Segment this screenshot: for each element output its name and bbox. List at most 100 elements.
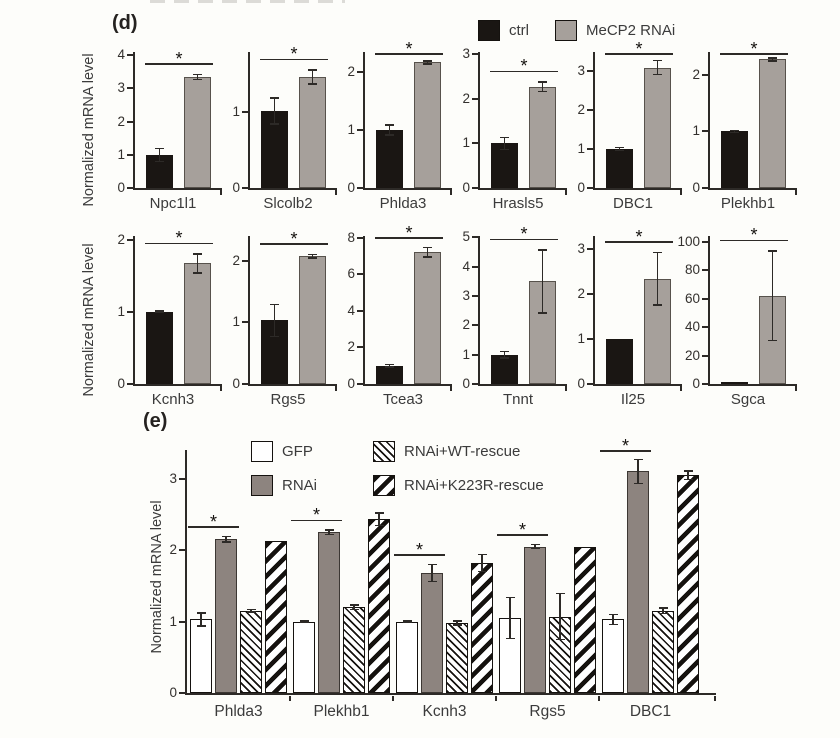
y-tick-label: 0 [347, 376, 355, 391]
y-tick-label: 100 [677, 233, 700, 249]
error-bar [196, 612, 206, 627]
y-axis-tick [242, 187, 248, 189]
chart-sgca: 0 20 40 60 80 100 * Sgca [677, 226, 797, 408]
bar-rnai [524, 546, 546, 693]
error-bar-cap-top [538, 81, 547, 83]
error-bar-stem [158, 147, 161, 163]
error-bar-cap-top [477, 553, 487, 556]
y-axis-title-text: Normalized mRNA level [81, 243, 97, 397]
error-bar-cap-top [193, 253, 202, 255]
error-bar [427, 563, 437, 583]
gene-label: Slcolb2 [263, 195, 313, 212]
significance-star: * [290, 44, 298, 65]
y-tick-label: 0 [692, 376, 700, 391]
bar-mecp2-rnai [759, 59, 786, 188]
error-bar-stem [656, 251, 659, 306]
bar-ctrl [721, 382, 748, 384]
error-bar-stem [612, 613, 614, 626]
legend-swatch-k223r-rescue [373, 475, 396, 496]
error-bar [768, 57, 777, 62]
significance-line [260, 243, 328, 245]
bar-mecp2-rnai [184, 263, 211, 384]
legend-label-ctrl: ctrl [509, 22, 529, 39]
y-tick-label: 3 [117, 80, 125, 96]
panel-d-row-2: Normalized mRNA level 0 1 2 * Kcnh3 0 1 2 * Rgs5 0… [80, 224, 797, 408]
significance-line [497, 534, 548, 536]
y-axis-tick [702, 240, 708, 243]
error-bar-cap-bottom [653, 73, 662, 76]
error-bar-cap-top [402, 620, 412, 622]
error-bar-stem [311, 253, 314, 259]
error-bar-cap-top [427, 563, 437, 566]
significance-star: * [405, 39, 413, 59]
legend-item-wt-rescue: RNAi+WT-rescue [373, 441, 544, 462]
error-bar-cap-bottom [299, 621, 309, 623]
chart-rgs5: 0 1 2 * Rgs5 [224, 230, 337, 408]
error-bar-cap-bottom [402, 621, 412, 623]
y-axis-tick [127, 153, 133, 156]
error-bar [500, 350, 509, 359]
x-axis-end-tick [795, 385, 797, 391]
bar-ctrl [491, 354, 518, 384]
bar-ctrl [606, 339, 633, 384]
y-axis-tick [357, 71, 363, 74]
y-axis-tick [472, 53, 478, 56]
y-tick-label: 3 [462, 288, 470, 304]
bar-rnai-wt-rescue [652, 610, 674, 693]
legend-item-gfp: GFP [251, 441, 317, 462]
error-bar [505, 596, 515, 640]
y-axis-tick [702, 383, 708, 385]
error-bar-cap-bottom [221, 541, 231, 543]
error-bar [270, 97, 279, 125]
error-bar-stem [733, 129, 736, 134]
significance-line [720, 53, 788, 55]
error-bar-cap-bottom [452, 624, 462, 626]
x-axis-extension [445, 188, 452, 191]
gene-label: Plekhb1 [313, 703, 370, 720]
bar-rnai [215, 539, 237, 693]
error-bar-stem [456, 620, 458, 626]
error-bar-cap-bottom [193, 78, 202, 81]
chart-dbc1: 0 1 2 3 * DBC1 [569, 40, 682, 212]
chart-slcolb2: 0 1 * Slcolb2 [224, 45, 337, 212]
y-axis-title-row1: Normalized mRNA level [80, 52, 98, 208]
error-bar [683, 470, 693, 481]
plot-area-plekhb1: 0 1 2 * [692, 40, 797, 195]
error-bar-stem [503, 350, 506, 359]
bar-rnai-k223r-rescue [677, 475, 699, 693]
y-tick-label: 80 [684, 262, 700, 278]
error-bar-cap-bottom [730, 131, 739, 134]
y-axis-tick [587, 248, 593, 251]
bar-gfp [396, 621, 418, 693]
error-bar-cap-bottom [615, 149, 624, 152]
error-bar-cap-top [768, 250, 777, 252]
gene-label: DBC1 [612, 195, 653, 212]
error-bar-cap-bottom [423, 63, 432, 65]
x-axis-extension [215, 188, 222, 191]
bar-rnai [627, 471, 649, 693]
y-axis-tick [127, 238, 133, 241]
error-bar-stem [637, 458, 639, 485]
error-bar-cap-bottom [385, 134, 394, 136]
gene-label: Sgca [730, 391, 766, 408]
plot-area-rgs5: 0 1 2 * [232, 230, 337, 391]
error-bar-cap-top [385, 363, 394, 366]
significance-line [260, 58, 328, 61]
chart-il25: 0 1 2 3 * Il25 [569, 228, 682, 408]
y-axis-tick [472, 142, 478, 145]
bar-mecp2-rnai [414, 252, 441, 384]
error-bar-stem [378, 512, 380, 527]
gene-label: Il25 [620, 391, 646, 408]
y-axis-title-text: Normalized mRNA level [81, 53, 97, 207]
y-tick-label: 1 [232, 104, 240, 120]
error-bar [308, 69, 317, 85]
bar-mecp2-rnai [644, 67, 671, 188]
error-bar-cap-bottom [246, 611, 256, 613]
error-bar-cap-top [374, 512, 384, 514]
legend-label-wt-rescue: RNAi+WT-rescue [404, 443, 521, 460]
error-bar-cap-bottom [308, 257, 317, 259]
y-axis-title-row2: Normalized mRNA level [80, 236, 98, 404]
x-axis-extension [702, 693, 716, 696]
error-bar-cap-bottom [555, 638, 565, 641]
